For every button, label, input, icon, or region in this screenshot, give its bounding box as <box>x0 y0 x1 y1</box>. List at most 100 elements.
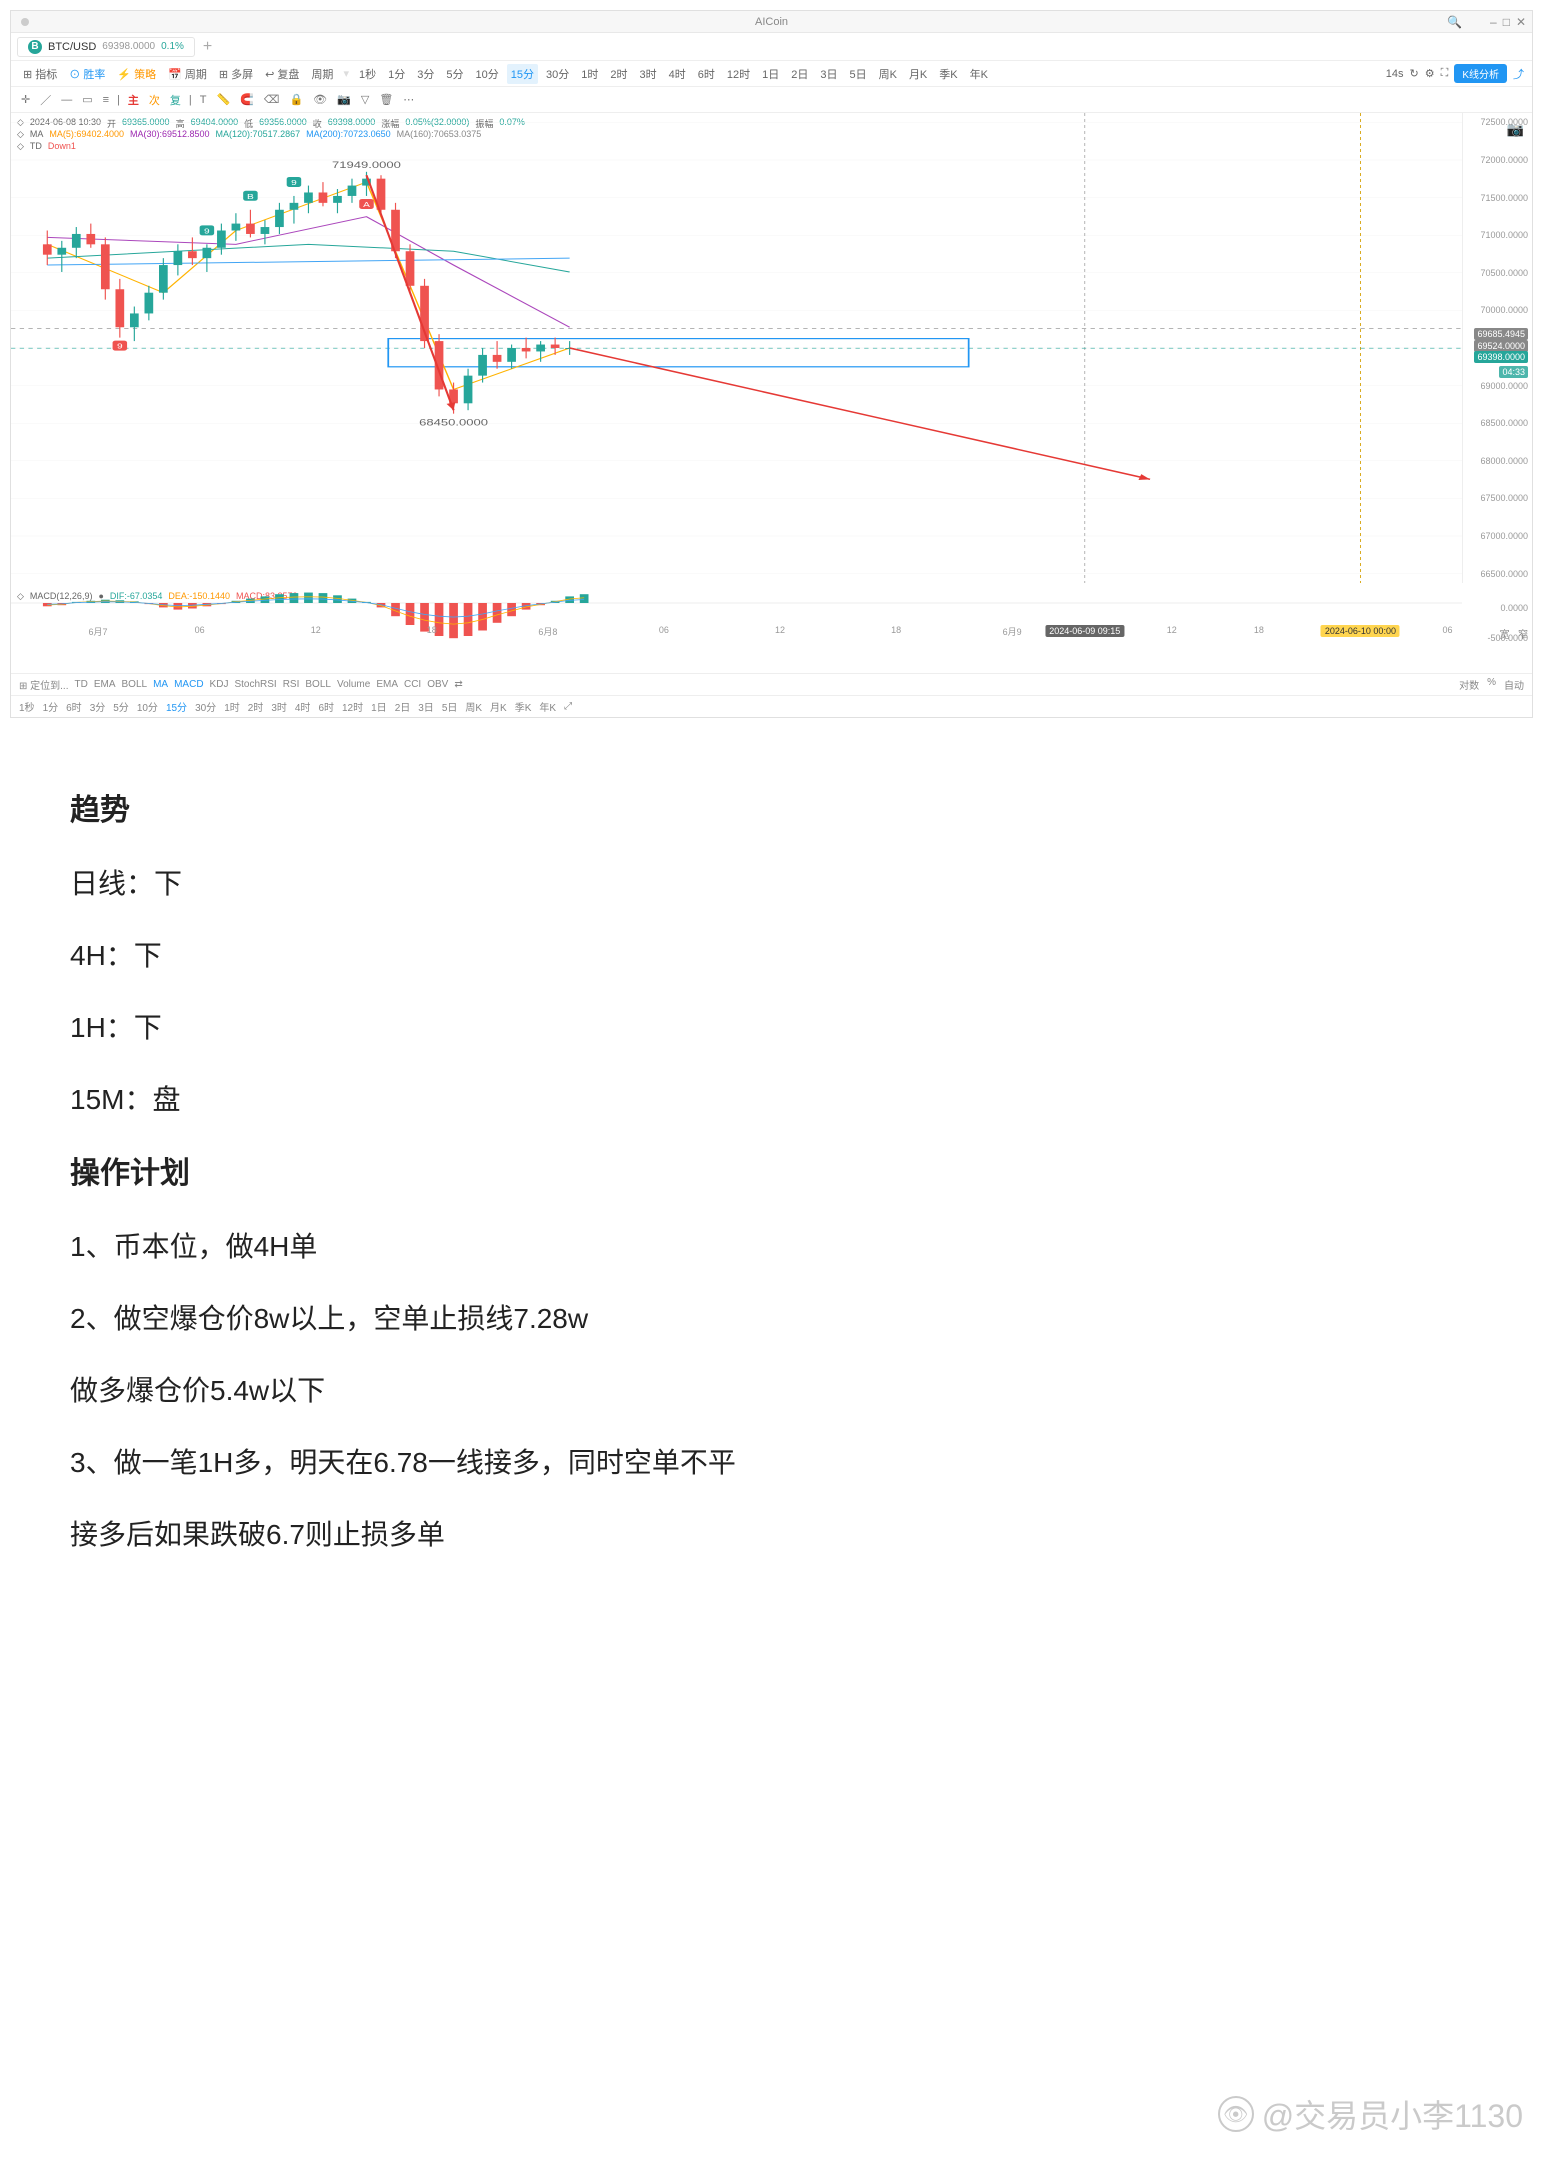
timeframe-3日[interactable]: 3日 <box>816 64 841 84</box>
timeframe-3时[interactable]: 3时 <box>635 64 660 84</box>
tf-bottom-3日[interactable]: 3日 <box>418 699 434 714</box>
search-icon[interactable]: 🔍 <box>1447 15 1462 29</box>
fullscreen-icon[interactable]: ⛶ <box>1441 67 1449 80</box>
tf-bottom-12时[interactable]: 12时 <box>342 699 363 714</box>
timeframe-10分[interactable]: 10分 <box>471 64 502 84</box>
tf-bottom-季K[interactable]: 季K <box>515 699 532 714</box>
tf-bottom-5分[interactable]: 5分 <box>113 699 129 714</box>
toolbar-item-0[interactable]: ⊞ 指标 <box>19 64 61 84</box>
timeframe-1分[interactable]: 1分 <box>384 64 409 84</box>
chart-area[interactable]: 📷 ◇ 2024-06-08 10:30 开69365.0000 高69404.… <box>11 113 1532 673</box>
kline-analysis-button[interactable]: K线分析 <box>1454 64 1507 83</box>
tf-bottom-3时[interactable]: 3时 <box>271 699 287 714</box>
toolbar-item-4[interactable]: ⊞ 多屏 <box>215 64 257 84</box>
tf-bottom-30分[interactable]: 30分 <box>195 699 216 714</box>
horizontal-icon[interactable]: — <box>59 92 74 108</box>
tf-bottom-1时[interactable]: 1时 <box>224 699 240 714</box>
indicator-MACD[interactable]: MACD <box>174 679 203 690</box>
symbol-tab[interactable]: B BTC/USD 69398.0000 0.1% <box>17 37 195 57</box>
timeframe-6时[interactable]: 6时 <box>694 64 719 84</box>
rect-icon[interactable]: ▭ <box>80 91 94 108</box>
tf-bottom-3分[interactable]: 3分 <box>90 699 106 714</box>
tf-bottom-5日[interactable]: 5日 <box>442 699 458 714</box>
refresh-icon[interactable]: ↻ <box>1410 67 1419 80</box>
close-icon[interactable]: ✕ <box>1516 15 1526 29</box>
timeframe-年K[interactable]: 年K <box>966 64 992 84</box>
trendline-icon[interactable]: ／ <box>38 90 53 110</box>
tf-bottom-年K[interactable]: 年K <box>539 699 556 714</box>
tf-bottom-1秒[interactable]: 1秒 <box>19 699 35 714</box>
tf-bottom-周K[interactable]: 周K <box>465 699 482 714</box>
toolbar-item-3[interactable]: 📅 周期 <box>164 64 211 84</box>
replay-indicator[interactable]: 复 <box>168 90 183 110</box>
opt-对数[interactable]: 对数 <box>1459 677 1479 692</box>
indicator-MA[interactable]: MA <box>153 679 168 690</box>
add-tab-button[interactable]: + <box>203 38 212 56</box>
toolbar-item-2[interactable]: ⚡ 策略 <box>113 64 160 84</box>
tf-bottom-15分[interactable]: 15分 <box>166 699 187 714</box>
timeframe-月K[interactable]: 月K <box>905 64 931 84</box>
timeframe-1秒[interactable]: 1秒 <box>355 64 380 84</box>
timeframe-30分[interactable]: 30分 <box>542 64 573 84</box>
trash-icon[interactable]: 🗑 <box>377 91 395 108</box>
timeframe-2日[interactable]: 2日 <box>787 64 812 84</box>
fib-icon[interactable]: ≡ <box>101 92 111 108</box>
timeframe-4时[interactable]: 4时 <box>665 64 690 84</box>
maximize-icon[interactable]: □ <box>1503 15 1510 29</box>
ruler-icon[interactable]: 📏 <box>215 91 233 108</box>
eye-icon[interactable]: 👁 <box>311 91 329 108</box>
eraser-icon[interactable]: ⌫ <box>262 91 282 108</box>
indicator-KDJ[interactable]: KDJ <box>210 679 229 690</box>
tf-bottom-6时[interactable]: 6时 <box>318 699 334 714</box>
indicator-more[interactable]: ⇄ <box>454 679 462 690</box>
timeframe-5分[interactable]: 5分 <box>442 64 467 84</box>
tf-bottom-2时[interactable]: 2时 <box>248 699 264 714</box>
opt-自动[interactable]: 自动 <box>1504 677 1524 692</box>
timeframe-季K[interactable]: 季K <box>935 64 961 84</box>
lock-icon[interactable]: 🔒 <box>287 91 305 108</box>
tf-bottom-2日[interactable]: 2日 <box>395 699 411 714</box>
timeframe-2时[interactable]: 2时 <box>606 64 631 84</box>
price-chart[interactable]: 71949.000068450.000099B9A <box>11 113 1462 583</box>
indicator-TD[interactable]: TD <box>75 679 88 690</box>
sub-indicator[interactable]: 次 <box>147 90 162 110</box>
timeframe-15分[interactable]: 15分 <box>507 64 538 84</box>
filter-icon[interactable]: ▽ <box>359 91 371 108</box>
indicator-StochRSI[interactable]: StochRSI <box>234 679 276 690</box>
indicator-EMA[interactable]: EMA <box>94 679 116 690</box>
indicator-OBV[interactable]: OBV <box>427 679 448 690</box>
camera-icon[interactable]: 📷 <box>335 91 353 108</box>
main-indicator[interactable]: 主 <box>126 90 141 110</box>
tf-bottom-10分[interactable]: 10分 <box>137 699 158 714</box>
tf-bottom-4时[interactable]: 4时 <box>295 699 311 714</box>
indicator-CCI[interactable]: CCI <box>404 679 421 690</box>
timeframe-12时[interactable]: 12时 <box>723 64 754 84</box>
indicator-EMA[interactable]: EMA <box>376 679 398 690</box>
tf-bottom-月K[interactable]: 月K <box>490 699 507 714</box>
toolbar-item-1[interactable]: ⊙ 胜率 <box>65 64 109 84</box>
minimize-icon[interactable]: – <box>1490 15 1497 29</box>
timeframe-1时[interactable]: 1时 <box>577 64 602 84</box>
text-icon[interactable]: T <box>198 92 209 108</box>
timeframe-周K[interactable]: 周K <box>875 64 901 84</box>
tf-bottom-1分[interactable]: 1分 <box>43 699 59 714</box>
tf-bottom-1日[interactable]: 1日 <box>371 699 387 714</box>
indicator-RSI[interactable]: RSI <box>283 679 300 690</box>
more-icon[interactable]: ⋯ <box>401 91 416 108</box>
magnet-icon[interactable]: 🧲 <box>238 91 256 108</box>
indicator-BOLL[interactable]: BOLL <box>122 679 148 690</box>
tf-bottom-6时[interactable]: 6时 <box>66 699 82 714</box>
locate-button[interactable]: ⊞ 定位到... <box>19 677 69 692</box>
opt-%[interactable]: % <box>1487 677 1496 692</box>
share-icon[interactable]: ⤴ <box>1513 66 1524 82</box>
timeframe-3分[interactable]: 3分 <box>413 64 438 84</box>
timeframe-1日[interactable]: 1日 <box>758 64 783 84</box>
toolbar-item-5[interactable]: ↩ 复盘 <box>261 64 303 84</box>
settings-icon[interactable]: ⚙ <box>1425 67 1435 80</box>
timeframe-5日[interactable]: 5日 <box>845 64 870 84</box>
toolbar-item-6[interactable]: 周期 <box>307 64 337 84</box>
indicator-Volume[interactable]: Volume <box>337 679 370 690</box>
tf-expand-icon[interactable]: ⤢ <box>564 701 572 712</box>
crosshair-icon[interactable]: ✛ <box>19 91 32 108</box>
indicator-BOLL[interactable]: BOLL <box>305 679 331 690</box>
